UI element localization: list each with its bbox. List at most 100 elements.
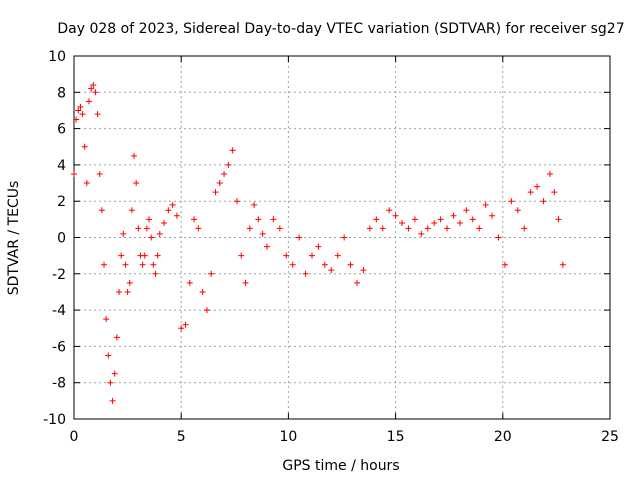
x-tick-label: 10	[279, 429, 297, 445]
data-point	[255, 216, 262, 223]
data-point	[341, 234, 348, 241]
data-point	[555, 216, 562, 223]
data-point	[98, 207, 105, 214]
data-point	[75, 107, 82, 114]
data-point	[456, 219, 463, 226]
data-point	[83, 180, 90, 187]
data-point	[321, 261, 328, 268]
data-point	[242, 279, 249, 286]
data-point	[150, 261, 157, 268]
data-point	[546, 170, 553, 177]
data-point	[118, 252, 125, 259]
data-point	[418, 230, 425, 237]
data-point	[508, 198, 515, 205]
data-point	[143, 225, 150, 232]
data-point	[81, 143, 88, 150]
data-point	[534, 183, 541, 190]
data-point	[360, 267, 367, 274]
axis-ticks	[73, 55, 611, 420]
data-point	[152, 270, 159, 277]
data-point	[131, 152, 138, 159]
data-point	[77, 103, 84, 110]
data-point	[139, 261, 146, 268]
data-point	[141, 252, 148, 259]
data-point	[195, 225, 202, 232]
data-point	[437, 216, 444, 223]
data-point	[527, 189, 534, 196]
data-point	[233, 198, 240, 205]
x-tick-label: 5	[177, 429, 186, 445]
data-point	[495, 234, 502, 241]
data-point	[101, 261, 108, 268]
data-point	[444, 225, 451, 232]
data-point	[514, 207, 521, 214]
data-point	[94, 111, 101, 118]
data-point	[169, 201, 176, 208]
y-tick-label: -2	[52, 267, 66, 283]
y-tick-label: 6	[57, 122, 66, 138]
data-point	[424, 225, 431, 232]
data-point	[251, 201, 258, 208]
y-tick-label: 2	[57, 194, 66, 210]
data-point	[489, 212, 496, 219]
data-point	[173, 212, 180, 219]
data-point	[308, 252, 315, 259]
y-tick-label: 0	[57, 231, 66, 247]
data-point	[128, 207, 135, 214]
data-point	[551, 189, 558, 196]
data-point	[122, 261, 129, 268]
y-tick-label: 10	[48, 49, 66, 65]
data-point	[111, 370, 118, 377]
data-point	[126, 279, 133, 286]
y-axis-label: SDTVAR / TECUs	[6, 181, 22, 296]
data-point	[191, 216, 198, 223]
data-point	[86, 98, 93, 105]
data-point	[229, 147, 236, 154]
data-point	[107, 379, 114, 386]
data-point	[216, 180, 223, 187]
data-point	[73, 116, 80, 123]
data-point	[221, 170, 228, 177]
data-point	[154, 252, 161, 259]
data-point	[124, 288, 131, 295]
data-point	[203, 307, 210, 314]
data-point	[373, 216, 380, 223]
data-point	[270, 216, 277, 223]
y-tick-label: 4	[57, 158, 66, 174]
data-point	[540, 198, 547, 205]
data-point	[501, 261, 508, 268]
data-point	[182, 321, 189, 328]
data-point	[263, 243, 270, 250]
data-point	[116, 288, 123, 295]
data-point	[296, 234, 303, 241]
data-points	[71, 82, 566, 404]
data-point	[103, 316, 110, 323]
data-point	[289, 261, 296, 268]
data-point	[186, 279, 193, 286]
data-point	[105, 352, 112, 359]
data-point	[328, 267, 335, 274]
data-point	[521, 225, 528, 232]
data-point	[469, 216, 476, 223]
data-point	[113, 334, 120, 341]
data-point	[90, 82, 97, 89]
data-point	[347, 261, 354, 268]
y-tick-label: -8	[52, 376, 66, 392]
x-tick-labels: 0 5 10 15 20 25	[70, 429, 619, 445]
x-axis-label: GPS time / hours	[282, 458, 399, 474]
grid-layer	[74, 56, 610, 419]
data-point	[246, 225, 253, 232]
data-point	[71, 170, 77, 177]
data-point	[302, 270, 309, 277]
data-point	[334, 252, 341, 259]
data-point	[165, 207, 172, 214]
data-point	[146, 216, 153, 223]
data-point	[238, 252, 245, 259]
data-point	[476, 225, 483, 232]
data-point	[559, 261, 566, 268]
data-point	[405, 225, 412, 232]
data-point	[259, 230, 266, 237]
data-point	[225, 161, 232, 168]
x-tick-label: 15	[387, 429, 405, 445]
